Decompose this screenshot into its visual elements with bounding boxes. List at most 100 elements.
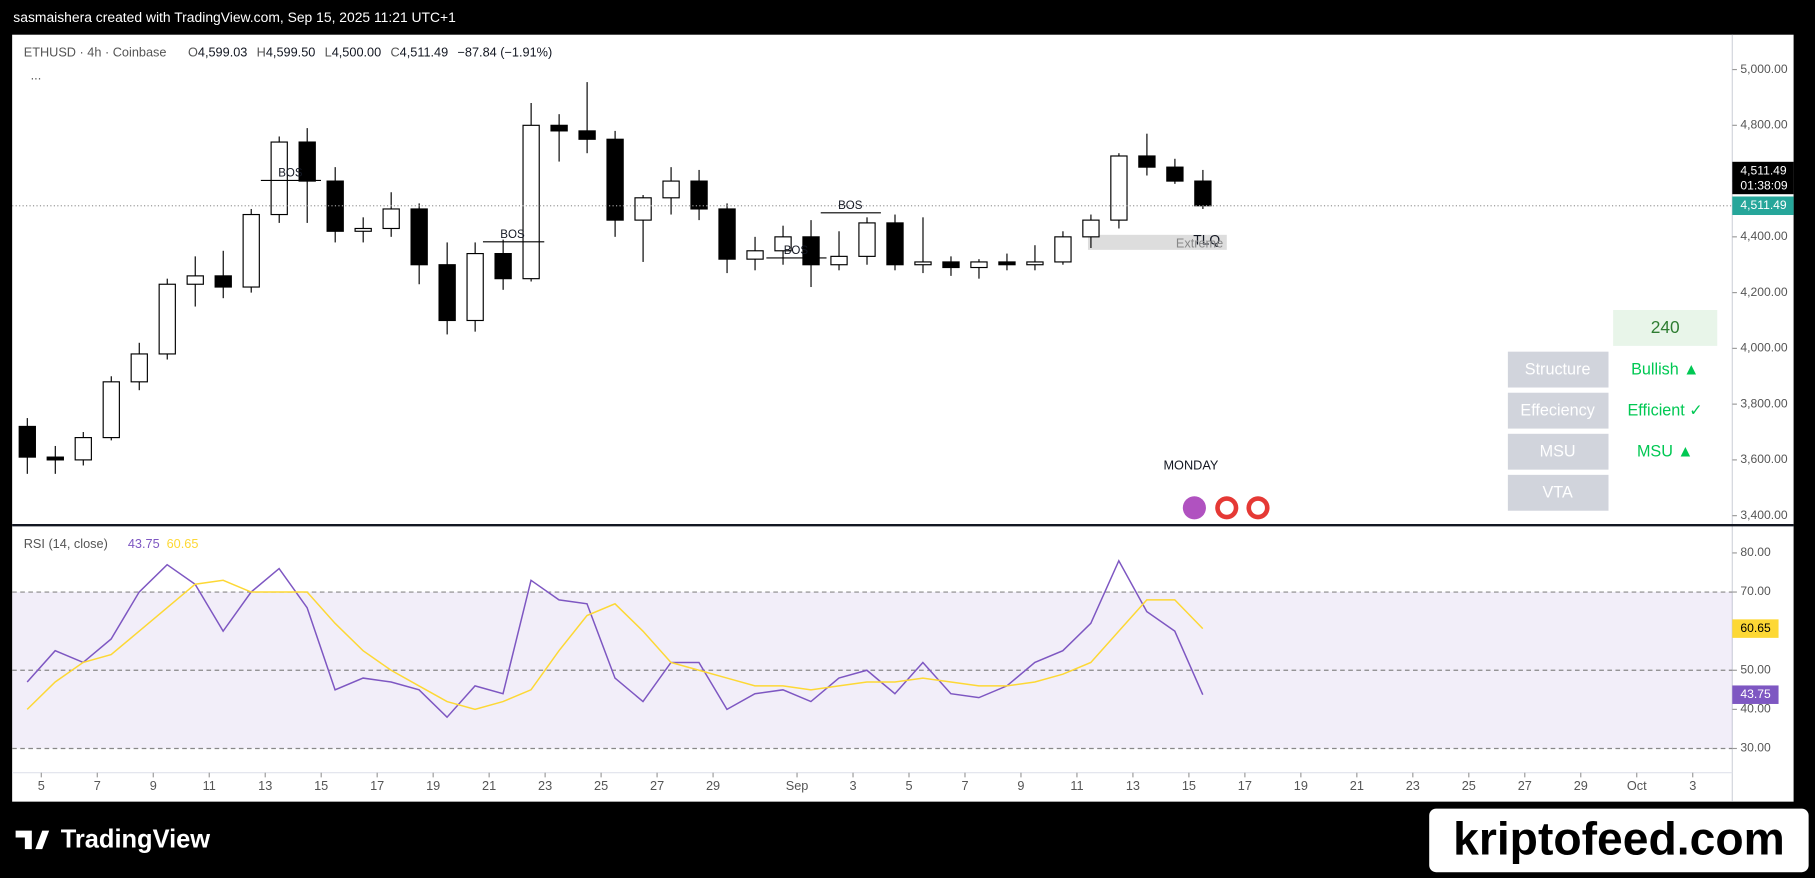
x-tick-label: Sep: [786, 778, 809, 793]
y-tick-label: 30.00: [1740, 741, 1771, 755]
candle-body: [774, 236, 792, 252]
y-tick-label: 4,000.00: [1740, 341, 1787, 355]
x-tick-label: 21: [1350, 778, 1364, 793]
x-tick-label: 23: [538, 778, 552, 793]
countdown: 01:38:09: [1740, 178, 1787, 192]
candle-body: [382, 208, 400, 230]
candle-body: [18, 425, 36, 458]
y-tick-label: 50.00: [1740, 662, 1771, 676]
candle-body: [606, 138, 624, 221]
more: ...: [31, 68, 42, 83]
logo-icon: [15, 830, 50, 850]
candle-body: [886, 222, 904, 266]
countdown-tag: [1732, 161, 1794, 195]
x-tick-label: 11: [203, 778, 216, 793]
x-tick-label: 17: [370, 778, 384, 793]
y-tick-label: 3,400.00: [1740, 508, 1787, 522]
ohlc-key: C: [390, 45, 399, 60]
x-tick-label: 21: [482, 778, 496, 793]
price-label: 4,511.49: [1740, 163, 1787, 177]
candle-body: [270, 141, 288, 216]
x-tick-label: 15: [1182, 778, 1196, 793]
x-tick-label: 11: [1070, 778, 1083, 793]
candle-body: [102, 381, 120, 439]
table-value: MSU ▲: [1637, 443, 1694, 461]
table-value: Bullish ▲: [1631, 360, 1699, 378]
x-tick-label: 19: [426, 778, 440, 793]
table-label: Structure: [1525, 360, 1591, 378]
last-price-tag: [1732, 196, 1794, 216]
candle-body: [914, 261, 932, 266]
y-tick-label: 3,600.00: [1740, 452, 1787, 466]
x-tick-label: 3: [849, 778, 856, 793]
candle-body: [718, 208, 736, 260]
extreme-zone: [1087, 234, 1227, 250]
ohlc-key: H: [257, 45, 266, 60]
watermark: kriptofeed.com: [1453, 812, 1785, 864]
table-timeframe: 240: [1651, 317, 1680, 337]
x-tick-label: 27: [1518, 778, 1532, 793]
x-tick-label: 5: [38, 778, 45, 793]
candle-body: [438, 264, 456, 322]
candle-body: [158, 283, 176, 355]
x-tick-label: Oct: [1627, 778, 1647, 793]
annotation: TLQ: [1193, 231, 1220, 247]
candle-body: [550, 124, 568, 132]
candle-body: [1138, 155, 1156, 168]
candle-body: [1026, 261, 1044, 266]
table-cell: [1613, 310, 1718, 346]
annotation: Extreme: [1176, 235, 1223, 250]
candle-body: [522, 124, 540, 280]
x-tick-label: 17: [1238, 778, 1252, 793]
table-cell: [1507, 474, 1609, 511]
ohlc-value: 4,511.49: [400, 45, 449, 60]
candle-body: [46, 456, 64, 461]
candle-body: [1082, 219, 1100, 238]
rsi-legend-value: 60.65: [167, 536, 199, 551]
rsi-value-tag: [1732, 685, 1779, 704]
x-tick-label: 25: [1462, 778, 1476, 793]
candle-body: [214, 275, 232, 288]
icons: [1182, 496, 1270, 520]
table-label: VTA: [1542, 484, 1572, 502]
candle-body: [1166, 166, 1184, 182]
symbol: ETHUSD · 4h · Coinbase: [24, 45, 167, 60]
table-cell: [1507, 351, 1609, 388]
x-tick-label: 9: [1017, 778, 1024, 793]
ohlc-key: O: [188, 45, 198, 60]
candle-body: [662, 180, 680, 199]
rsi-line: [26, 579, 1204, 711]
y-tick-label: 3,800.00: [1740, 396, 1787, 410]
rsi-title: RSI (14, close): [24, 536, 108, 551]
candle-body: [746, 250, 764, 260]
rsi-value-label: 43.75: [1740, 687, 1771, 701]
x-tick-label: 13: [1126, 778, 1140, 793]
rsi-value-tag: [1732, 619, 1779, 638]
x-tick-label: 9: [150, 778, 157, 793]
y-tick-label: 80.00: [1740, 545, 1771, 559]
x-tick-label: 7: [961, 778, 968, 793]
x-tick-label: 3: [1689, 778, 1696, 793]
annotation: BOS: [784, 245, 809, 257]
table-label: Effeciency: [1520, 402, 1595, 420]
x-tick-label: 23: [1406, 778, 1420, 793]
table-cell: [1507, 392, 1609, 429]
candle-body: [74, 437, 92, 461]
logo: TradingView: [61, 826, 211, 854]
x-tick-label: 5: [905, 778, 912, 793]
y-tick-label: 70.00: [1740, 584, 1771, 598]
annotation: BOS: [838, 200, 863, 212]
candle-body: [242, 213, 260, 288]
candle-body: [578, 130, 596, 140]
x-tick-label: 27: [650, 778, 664, 793]
y-tick-label: 4,800.00: [1740, 118, 1787, 132]
rsi-legend-value: 43.75: [128, 536, 160, 551]
ohlc-value: 4,599.50: [266, 45, 316, 60]
ohlc-value: 4,599.03: [198, 45, 248, 60]
day-label: MONDAY: [1163, 458, 1218, 473]
candle-body: [690, 180, 708, 210]
x-tick-label: 25: [594, 778, 608, 793]
candle-body: [858, 222, 876, 257]
candle-body: [354, 227, 372, 232]
